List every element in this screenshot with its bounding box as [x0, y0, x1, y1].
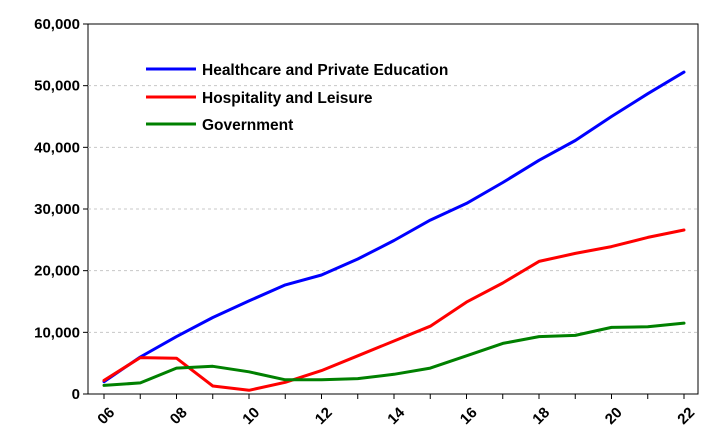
x-tick-label: 10	[239, 404, 263, 427]
x-tick-label: 18	[529, 404, 553, 427]
y-tick-label: 40,000	[34, 139, 80, 156]
legend-label-healthcare: Healthcare and Private Education	[202, 62, 448, 79]
legend-label-hospitality: Hospitality and Leisure	[202, 90, 373, 107]
y-tick-label: 0	[72, 386, 80, 403]
legend: Healthcare and Private Education Hospita…	[146, 62, 448, 134]
series-line-2	[102, 321, 686, 387]
y-tick-label: 30,000	[34, 201, 80, 218]
x-tick-label: 06	[94, 404, 118, 427]
x-tick-label: 20	[602, 404, 626, 427]
x-axis: 06 08 10 12 14 16 18 20 22	[94, 394, 698, 427]
x-tick-label: 22	[674, 404, 698, 427]
y-axis: 0 10,000 20,000 30,000 40,000 50,000 60,000	[34, 16, 88, 403]
y-tick-label: 20,000	[34, 263, 80, 280]
series-lines	[102, 70, 686, 392]
y-tick-label: 60,000	[34, 16, 80, 33]
x-tick-label: 12	[312, 404, 336, 427]
y-tick-label: 10,000	[34, 324, 80, 341]
x-tick-label: 08	[167, 404, 191, 427]
legend-label-government: Government	[202, 117, 293, 134]
x-tick-label: 14	[384, 404, 408, 427]
series-line-1	[102, 228, 686, 392]
series-line-0	[102, 70, 686, 384]
y-tick-label: 50,000	[34, 78, 80, 95]
x-tick-label: 16	[457, 404, 481, 427]
